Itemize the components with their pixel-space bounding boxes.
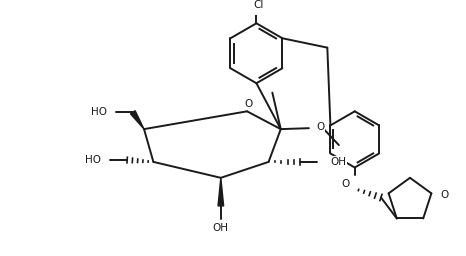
- Text: Cl: Cl: [253, 0, 263, 9]
- Text: HO: HO: [91, 107, 107, 117]
- Text: OH: OH: [330, 157, 346, 167]
- Text: O: O: [341, 179, 350, 189]
- Text: O: O: [245, 99, 253, 109]
- Text: OH: OH: [213, 223, 229, 233]
- Polygon shape: [130, 111, 144, 129]
- Text: O: O: [441, 190, 449, 200]
- Text: O: O: [316, 122, 325, 132]
- Text: HO: HO: [85, 155, 102, 165]
- Polygon shape: [218, 178, 224, 206]
